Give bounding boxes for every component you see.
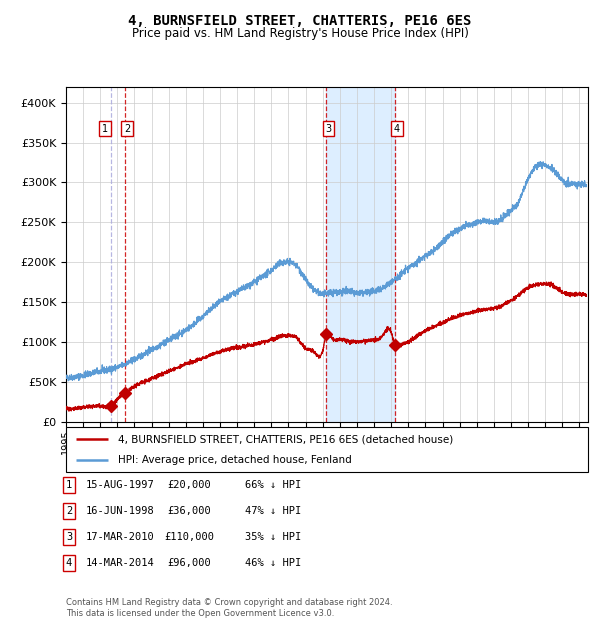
Text: 46% ↓ HPI: 46% ↓ HPI <box>245 558 301 568</box>
Text: 4, BURNSFIELD STREET, CHATTERIS, PE16 6ES: 4, BURNSFIELD STREET, CHATTERIS, PE16 6E… <box>128 14 472 28</box>
Text: £20,000: £20,000 <box>167 480 211 490</box>
Text: 3: 3 <box>325 123 331 134</box>
Text: 66% ↓ HPI: 66% ↓ HPI <box>245 480 301 490</box>
Text: 14-MAR-2014: 14-MAR-2014 <box>86 558 154 568</box>
Text: £96,000: £96,000 <box>167 558 211 568</box>
Text: 15-AUG-1997: 15-AUG-1997 <box>86 480 154 490</box>
Text: 4, BURNSFIELD STREET, CHATTERIS, PE16 6ES (detached house): 4, BURNSFIELD STREET, CHATTERIS, PE16 6E… <box>118 435 454 445</box>
Text: 2: 2 <box>124 123 130 134</box>
Text: Price paid vs. HM Land Registry's House Price Index (HPI): Price paid vs. HM Land Registry's House … <box>131 27 469 40</box>
Text: 4: 4 <box>66 558 72 568</box>
Text: 16-JUN-1998: 16-JUN-1998 <box>86 506 154 516</box>
Text: 1: 1 <box>66 480 72 490</box>
Text: £36,000: £36,000 <box>167 506 211 516</box>
Text: 47% ↓ HPI: 47% ↓ HPI <box>245 506 301 516</box>
Text: 2: 2 <box>66 506 72 516</box>
Text: £110,000: £110,000 <box>164 532 214 542</box>
Text: HPI: Average price, detached house, Fenland: HPI: Average price, detached house, Fenl… <box>118 455 352 465</box>
Bar <box>326 87 395 422</box>
Text: 17-MAR-2010: 17-MAR-2010 <box>86 532 154 542</box>
Text: 4: 4 <box>394 123 400 134</box>
Text: Contains HM Land Registry data © Crown copyright and database right 2024.
This d: Contains HM Land Registry data © Crown c… <box>66 598 392 618</box>
Text: 35% ↓ HPI: 35% ↓ HPI <box>245 532 301 542</box>
Text: 1: 1 <box>102 123 108 134</box>
FancyBboxPatch shape <box>66 427 588 472</box>
Text: 3: 3 <box>66 532 72 542</box>
